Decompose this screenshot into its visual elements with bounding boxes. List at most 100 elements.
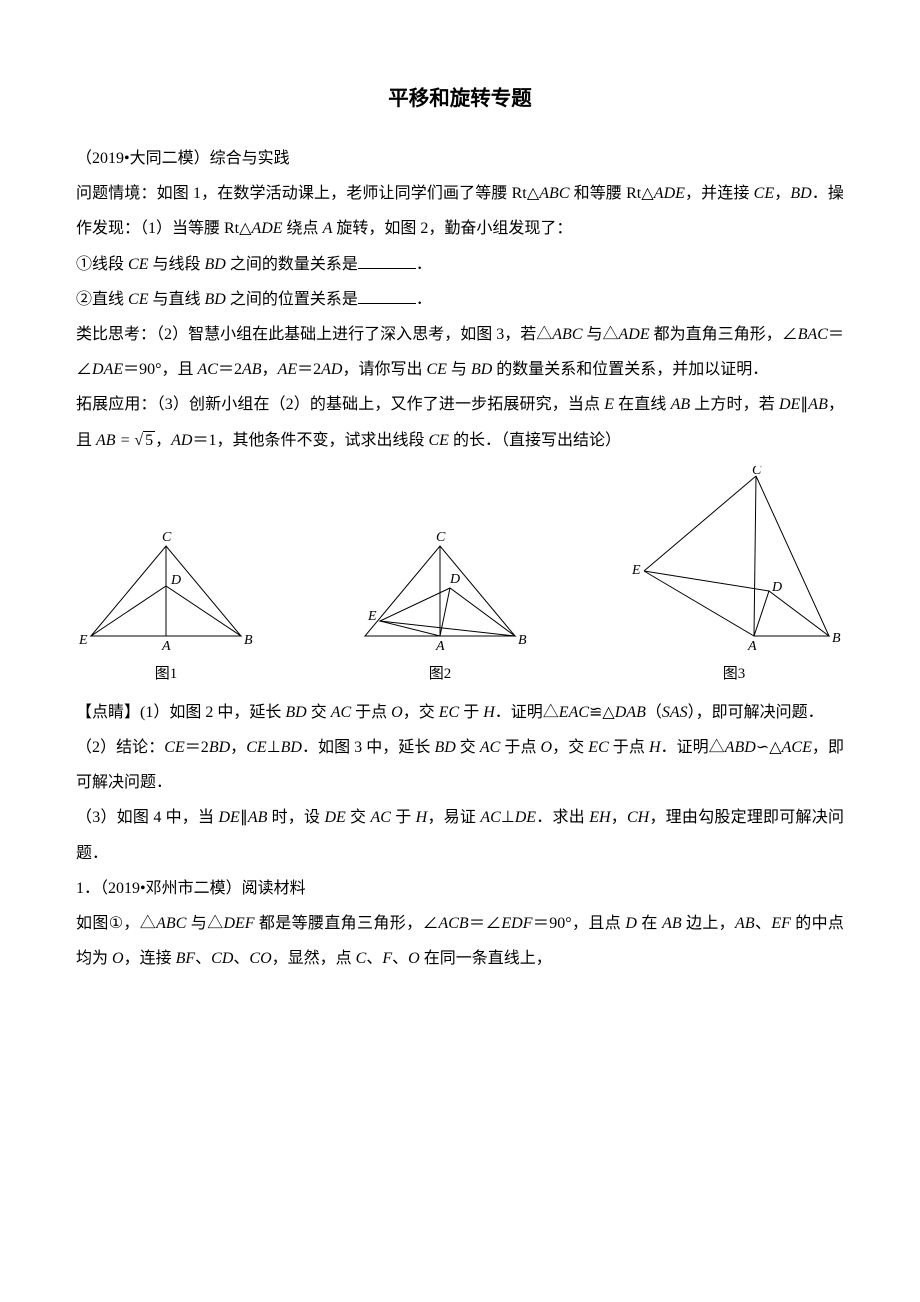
math: AB	[735, 915, 755, 932]
math: ABD	[725, 739, 756, 756]
blank-field	[358, 287, 416, 304]
text: 边上，	[682, 915, 735, 932]
math: CE	[164, 739, 184, 756]
math: AC	[371, 809, 391, 826]
math: F	[382, 950, 392, 967]
math: C	[356, 950, 367, 967]
svg-text:E: E	[78, 633, 88, 648]
text: 与△	[583, 326, 619, 343]
text: ．证明△	[661, 739, 725, 756]
math: AC	[331, 704, 351, 721]
text: ，	[262, 361, 278, 378]
math: DE	[325, 809, 346, 826]
text: 的长．（直接写出结论）	[449, 432, 621, 449]
math: DE	[218, 809, 239, 826]
text: 于点	[351, 704, 391, 721]
math: ADE	[654, 185, 685, 202]
problem-source: （2019•大同二模）综合与实践	[76, 141, 844, 176]
math: BD	[471, 361, 492, 378]
math: DE	[515, 809, 536, 826]
figure-label: 图2	[350, 658, 530, 691]
problem-1-source: 1．（2019•邓州市二模）阅读材料	[76, 871, 844, 906]
text: 交	[456, 739, 480, 756]
figure-label: 图1	[76, 658, 256, 691]
text: 旋转，如图 2，勤奋小组发现了：	[332, 220, 572, 237]
hint-3: （3）如图 4 中，当 DE∥AB 时，设 DE 交 AC 于 H，易证 AC⊥…	[76, 800, 844, 870]
math: O	[408, 950, 420, 967]
text: （	[646, 704, 662, 721]
math: AD	[321, 361, 342, 378]
math: AE	[278, 361, 298, 378]
math: BD	[204, 256, 225, 273]
text: 、	[755, 915, 772, 932]
text: 于点	[609, 739, 649, 756]
svg-text:C: C	[752, 466, 762, 478]
text: 与	[447, 361, 471, 378]
math: AB	[808, 396, 828, 413]
math: AC	[480, 809, 500, 826]
text: 于	[391, 809, 416, 826]
text: 于	[459, 704, 483, 721]
figures-row: C D E A B 图1 C D E A B	[76, 466, 844, 691]
text: （2）智慧小组在此基础上进行了深入思考，如图 3，若△	[156, 326, 552, 343]
extend-section: 拓展应用：（3）创新小组在（2）的基础上，又作了进一步拓展研究，当点 E 在直线…	[76, 387, 844, 457]
math: ADE	[619, 326, 650, 343]
text: ．	[416, 256, 432, 273]
text: 在	[637, 915, 662, 932]
text: 、	[195, 950, 211, 967]
svg-text:E: E	[631, 563, 641, 578]
svg-text:A: A	[747, 639, 757, 654]
figure-1: C D E A B 图1	[76, 526, 256, 691]
math: ACE	[782, 739, 812, 756]
text: 【点睛】	[76, 704, 140, 721]
text: 问题情境：	[76, 185, 157, 202]
text: ＝1，其他条件不变，试求出线段	[192, 432, 428, 449]
text: ，显然，点	[272, 950, 356, 967]
math: H	[416, 809, 428, 826]
math: CO	[249, 950, 271, 967]
text: （3）如图 4 中，当	[76, 809, 218, 826]
text: ＝90°，且	[123, 361, 197, 378]
text: （3）创新小组在（2）的基础上，又作了进一步拓展研究，当点	[157, 396, 605, 413]
text: 、	[366, 950, 382, 967]
math: AD	[171, 432, 192, 449]
hint-1: 【点睛】(1）如图 2 中，延长 BD 交 AC 于点 O，交 EC 于 H．证…	[76, 695, 844, 730]
text: ②直线	[76, 291, 128, 308]
text: ），即可解决问题．	[688, 704, 824, 721]
text: 都为直角三角形，∠	[650, 326, 798, 343]
text: ≌△	[589, 704, 615, 721]
math: EH	[589, 809, 610, 826]
text: 类比思考：	[76, 326, 156, 343]
math: CE	[246, 739, 266, 756]
text: ，连接	[124, 950, 176, 967]
text: （2）结论：	[76, 739, 164, 756]
math: AB	[662, 915, 682, 932]
math: AB	[96, 432, 116, 449]
text: 上方时，若	[690, 396, 779, 413]
text: ，并连接	[685, 185, 754, 202]
text: 交	[346, 809, 371, 826]
text: ＝2	[185, 739, 209, 756]
text: 时，设	[267, 809, 324, 826]
text: 于点	[500, 739, 540, 756]
question-2: ②直线 CE 与直线 BD 之间的位置关系是．	[76, 282, 844, 317]
math: DE	[779, 396, 800, 413]
text: 之间的数量关系是	[226, 256, 358, 273]
blank-field	[358, 252, 416, 269]
svg-text:D: D	[449, 572, 460, 587]
svg-text:E: E	[367, 609, 377, 624]
figure-3: C D E A B 图3	[624, 466, 844, 691]
math: AB	[242, 361, 262, 378]
text: 在直线	[614, 396, 671, 413]
text: 之间的位置关系是	[226, 291, 358, 308]
math: H	[649, 739, 661, 756]
text: ∽△	[756, 739, 782, 756]
math: BD	[204, 291, 225, 308]
svg-text:D: D	[170, 573, 181, 588]
text: ，△	[123, 915, 156, 932]
svg-text:B: B	[518, 633, 527, 648]
svg-text:C: C	[436, 530, 446, 545]
math: D	[625, 915, 637, 932]
svg-text:B: B	[832, 631, 841, 646]
text: ．如图 3 中，延长	[302, 739, 434, 756]
